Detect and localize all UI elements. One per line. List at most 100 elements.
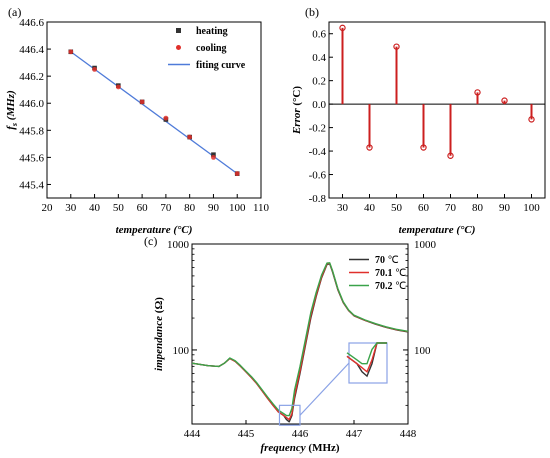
x-axis-b: 30 40 50 60 70 80 90 100 [337, 194, 540, 214]
legend-unit-c-1: ℃ [385, 255, 399, 266]
plot-frame-b [328, 21, 546, 199]
legend-unit-c-2: ℃ [393, 268, 407, 279]
x-tick-label-b: 30 [337, 202, 349, 214]
error-point [420, 144, 427, 151]
legend-label-heating: heating [196, 26, 228, 37]
x-axis-label-c: frequency (MHz) [260, 442, 339, 454]
x-tick-label-a: 60 [137, 202, 149, 214]
y-tick-label-b: -0.4 [309, 146, 327, 158]
legend-label-c-3: 70.2 ℃ [375, 281, 406, 292]
legend-a: heating cooling fiting curve [168, 26, 246, 71]
legend-value-c-3: 70.2 [375, 281, 393, 292]
x-tick-label-a: 100 [229, 202, 246, 214]
chart-a: (a) 20 30 40 50 60 70 80 90 100 110 445.4445.6445… [5, 5, 270, 236]
panel-label-a: (a) [8, 5, 21, 19]
legend-value-c-1: 70 [375, 255, 385, 266]
x-tick-label-b: 70 [445, 202, 457, 214]
plot-frame-a [46, 21, 262, 199]
legend-label-fit: fiting curve [196, 60, 246, 71]
impedance-line-3 [192, 262, 408, 417]
y-tick-label-c: 1000 [167, 239, 190, 251]
y-tick-label-a: 445.4 [19, 179, 44, 191]
y-tick-label-a: 446.2 [19, 71, 44, 83]
y-tick-label-b: 0.2 [312, 76, 326, 88]
legend-label-c-2: 70.1 ℃ [375, 268, 406, 279]
y-tick-label-a: 446.6 [19, 17, 44, 29]
x-tick-label-a: 70 [160, 202, 172, 214]
y-tick-label-a: 446.0 [19, 98, 44, 110]
cooling-point [68, 49, 74, 55]
x-axis-a: 20 30 40 50 60 70 80 90 100 110 [42, 194, 270, 214]
error-point [528, 116, 535, 123]
x-tick-label-b: 90 [499, 202, 511, 214]
legend-marker-cooling [176, 45, 181, 50]
cooling-point [115, 84, 121, 90]
x-tick-label-c: 448 [400, 428, 417, 440]
x-tick-label-b: 60 [418, 202, 430, 214]
x-tick-label-a: 50 [113, 202, 125, 214]
cooling-point [211, 154, 216, 160]
cooling-point [187, 134, 193, 140]
legend-label-cooling: cooling [196, 43, 227, 54]
x-tick-label-a: 90 [208, 202, 220, 214]
y-tick-label-right-c: 1000 [414, 239, 437, 251]
y-axis-label-c: impendance (Ω) [153, 297, 165, 371]
y-tick-label-b: 0.0 [312, 99, 326, 111]
panel-label-b: (b) [305, 5, 319, 19]
error-point [474, 89, 481, 96]
error-point [501, 97, 508, 104]
chart-b: (b) 30 40 50 60 70 80 90 100 -0.8 -0.6 -0.4 -0.2 0.… [291, 5, 546, 236]
legend-c: 70 ℃70.1 ℃70.2 ℃ [349, 255, 406, 292]
y-axis-label-b: Error (°C) [291, 86, 303, 135]
error-point [339, 24, 346, 32]
cooling-point [234, 171, 240, 177]
x-tick-label-c: 445 [238, 428, 255, 440]
legend-label-c-1: 70 ℃ [375, 255, 399, 266]
y-axis-a: 445.4 445.6 445.8 446.0 446.2 446.4 446.6 [19, 17, 51, 191]
y-tick-label-a: 445.8 [19, 125, 44, 137]
zoom-inset-box [348, 342, 388, 384]
x-tick-label-c: 444 [184, 428, 201, 440]
y-tick-label-b: -0.6 [309, 170, 327, 182]
y-tick-label-b: -0.2 [309, 123, 326, 135]
y-tick-label-c: 100 [173, 345, 190, 357]
chart-c: (c) 444 445 446 447 448 100 1000 100 1000 frequ… [144, 234, 437, 454]
error-point [393, 43, 400, 50]
x-tick-label-b: 40 [364, 202, 376, 214]
data-area-b [329, 24, 545, 159]
fit-line [70, 51, 238, 175]
legend-unit-c-3: ℃ [393, 281, 407, 292]
x-tick-label-a: 40 [89, 202, 101, 214]
y-tick-label-a: 446.4 [19, 44, 44, 56]
x-tick-label-a: 80 [184, 202, 196, 214]
x-tick-label-b: 50 [391, 202, 403, 214]
x-tick-label-a: 20 [42, 202, 54, 214]
data-area-c [192, 262, 408, 423]
y-tick-label-a: 445.6 [19, 152, 44, 164]
x-tick-label-a: 30 [65, 202, 77, 214]
panel-label-c: (c) [144, 234, 157, 248]
legend-marker-heating [176, 28, 181, 33]
y-axis-label-a: fs (MHz) [5, 90, 19, 130]
x-tick-label-b: 80 [472, 202, 484, 214]
x-tick-label-c: 447 [346, 428, 363, 440]
cooling-point [139, 99, 145, 105]
y-axis-b: -0.8 -0.6 -0.4 -0.2 0.0 0.2 0.4 0.6 [309, 29, 333, 205]
cooling-point [92, 66, 97, 72]
zoom-connector [299, 362, 350, 416]
zoom-inset-c [278, 342, 388, 426]
x-axis-c: 444 445 446 447 448 [184, 420, 417, 440]
y-tick-label-b: -0.8 [309, 193, 327, 205]
y-tick-label-right-c: 100 [414, 345, 431, 357]
inset-line-3 [346, 342, 387, 365]
y-axis-c: 100 1000 100 1000 [167, 239, 437, 425]
error-point [366, 144, 373, 151]
legend-value-c-2: 70.1 [375, 268, 393, 279]
x-tick-label-b: 100 [523, 202, 540, 214]
x-axis-label-b: temperature (°C) [399, 224, 476, 236]
heating-point [211, 152, 216, 157]
error-point [447, 152, 454, 159]
x-tick-label-c: 446 [292, 428, 309, 440]
x-axis-label-a: temperature (°C) [116, 224, 193, 236]
